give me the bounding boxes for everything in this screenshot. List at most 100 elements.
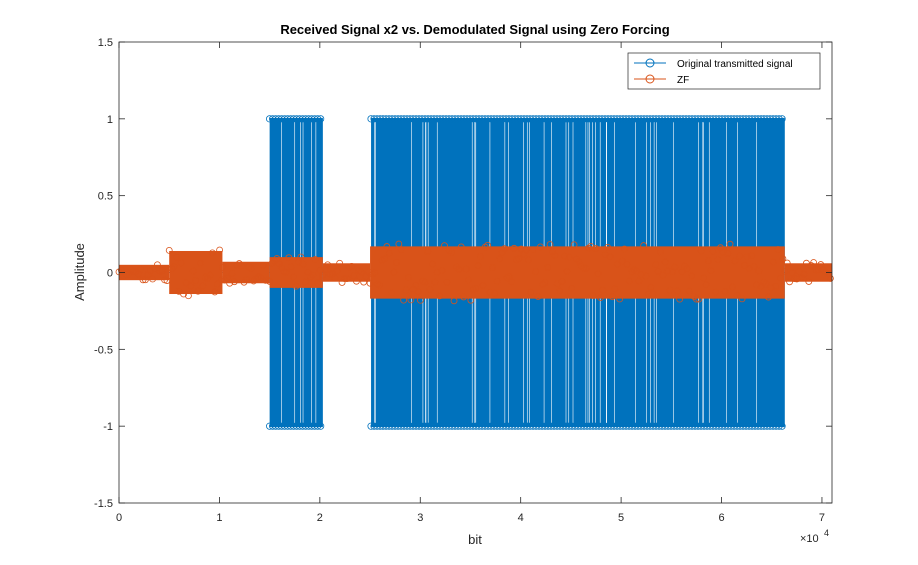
zf-marker bbox=[395, 240, 403, 248]
zf-marker bbox=[182, 279, 190, 287]
blue-marker bbox=[730, 115, 738, 123]
zf-marker bbox=[544, 264, 552, 271]
blue-marker bbox=[763, 422, 771, 430]
zf-marker bbox=[292, 282, 300, 290]
zf-marker bbox=[206, 271, 214, 279]
blue-marker bbox=[553, 115, 561, 123]
blue-marker bbox=[676, 422, 684, 430]
blue-marker bbox=[628, 422, 636, 430]
blue-marker bbox=[625, 115, 633, 123]
zf-marker bbox=[400, 296, 408, 304]
blue-marker bbox=[733, 115, 741, 123]
blue-marker bbox=[670, 422, 678, 430]
zf-marker bbox=[592, 245, 600, 252]
zf-marker bbox=[705, 257, 712, 264]
blue-marker bbox=[586, 422, 594, 430]
zf-marker bbox=[118, 266, 125, 274]
zf-marker bbox=[707, 267, 715, 275]
zf-marker bbox=[793, 275, 801, 283]
blue-marker bbox=[694, 115, 702, 123]
blue-marker bbox=[640, 115, 648, 123]
zf-marker bbox=[252, 275, 260, 283]
legend-item-original: Original transmitted signal bbox=[634, 58, 793, 70]
zf-marker bbox=[597, 294, 604, 302]
zf-marker bbox=[381, 255, 388, 263]
zf-marker bbox=[541, 279, 549, 287]
zf-marker bbox=[197, 259, 204, 267]
zf-marker bbox=[189, 267, 197, 275]
zf-marker bbox=[280, 268, 288, 276]
zf-marker bbox=[609, 293, 616, 301]
blue-marker bbox=[589, 422, 597, 430]
zf-marker bbox=[462, 265, 470, 273]
zf-marker bbox=[733, 291, 741, 299]
zf-marker bbox=[299, 260, 307, 268]
x-exponent-power: 4 bbox=[824, 528, 829, 538]
zf-marker bbox=[594, 270, 602, 278]
blue-marker bbox=[508, 115, 516, 123]
blue-marker bbox=[595, 422, 603, 430]
zf-marker bbox=[760, 278, 768, 286]
blue-marker bbox=[694, 422, 702, 430]
blue-marker bbox=[715, 422, 723, 430]
zf-marker bbox=[192, 277, 200, 284]
blue-marker bbox=[739, 115, 747, 123]
zf-marker bbox=[537, 243, 544, 251]
blue-marker bbox=[661, 115, 669, 123]
blue-marker bbox=[640, 422, 648, 430]
blue-marker bbox=[718, 422, 726, 430]
blue-marker bbox=[559, 115, 567, 123]
zf-marker bbox=[314, 279, 322, 287]
blue-marker bbox=[622, 115, 630, 123]
blue-marker bbox=[649, 422, 657, 430]
blue-marker bbox=[589, 115, 597, 123]
blue-marker bbox=[517, 115, 525, 123]
zf-marker bbox=[357, 268, 365, 276]
zf-segment-fill bbox=[370, 246, 785, 299]
blue-marker bbox=[700, 422, 708, 430]
zf-marker bbox=[532, 268, 540, 275]
blue-marker bbox=[526, 115, 534, 123]
blue-marker bbox=[712, 115, 720, 123]
zf-marker bbox=[173, 253, 180, 261]
zf-marker bbox=[290, 273, 298, 281]
zf-marker bbox=[477, 253, 484, 260]
blue-marker bbox=[535, 422, 543, 430]
zf-marker bbox=[268, 259, 276, 267]
legend-marker-zf bbox=[645, 74, 655, 84]
zf-marker bbox=[383, 243, 391, 250]
blue-marker bbox=[682, 115, 690, 123]
zf-marker bbox=[414, 288, 422, 296]
zf-marker bbox=[642, 272, 650, 280]
blue-marker bbox=[616, 422, 624, 430]
blue-marker bbox=[625, 422, 633, 430]
zf-marker bbox=[271, 257, 278, 265]
zf-marker bbox=[385, 249, 393, 257]
zf-marker bbox=[194, 287, 202, 295]
zf-marker bbox=[348, 262, 356, 270]
blue-marker bbox=[709, 422, 717, 430]
zf-marker bbox=[678, 268, 686, 276]
zf-marker bbox=[693, 295, 700, 303]
blue-marker bbox=[691, 115, 699, 123]
zf-marker bbox=[390, 268, 398, 276]
zf-marker bbox=[453, 263, 460, 271]
zf-marker bbox=[664, 267, 672, 275]
blue-marker bbox=[556, 422, 564, 430]
zf-marker bbox=[362, 272, 370, 280]
blue-marker bbox=[574, 115, 582, 123]
zf-marker bbox=[165, 246, 173, 254]
zf-marker bbox=[613, 260, 621, 268]
zf-marker bbox=[573, 255, 580, 263]
blue-marker bbox=[631, 422, 639, 430]
zf-marker bbox=[556, 287, 564, 295]
zf-marker bbox=[156, 267, 164, 275]
blue-marker bbox=[604, 422, 612, 430]
zf-marker bbox=[266, 278, 274, 285]
zf-marker bbox=[285, 254, 293, 262]
blue-marker bbox=[529, 115, 537, 123]
zf-marker bbox=[791, 275, 798, 282]
zf-marker bbox=[170, 263, 178, 271]
blue-marker bbox=[733, 422, 741, 430]
